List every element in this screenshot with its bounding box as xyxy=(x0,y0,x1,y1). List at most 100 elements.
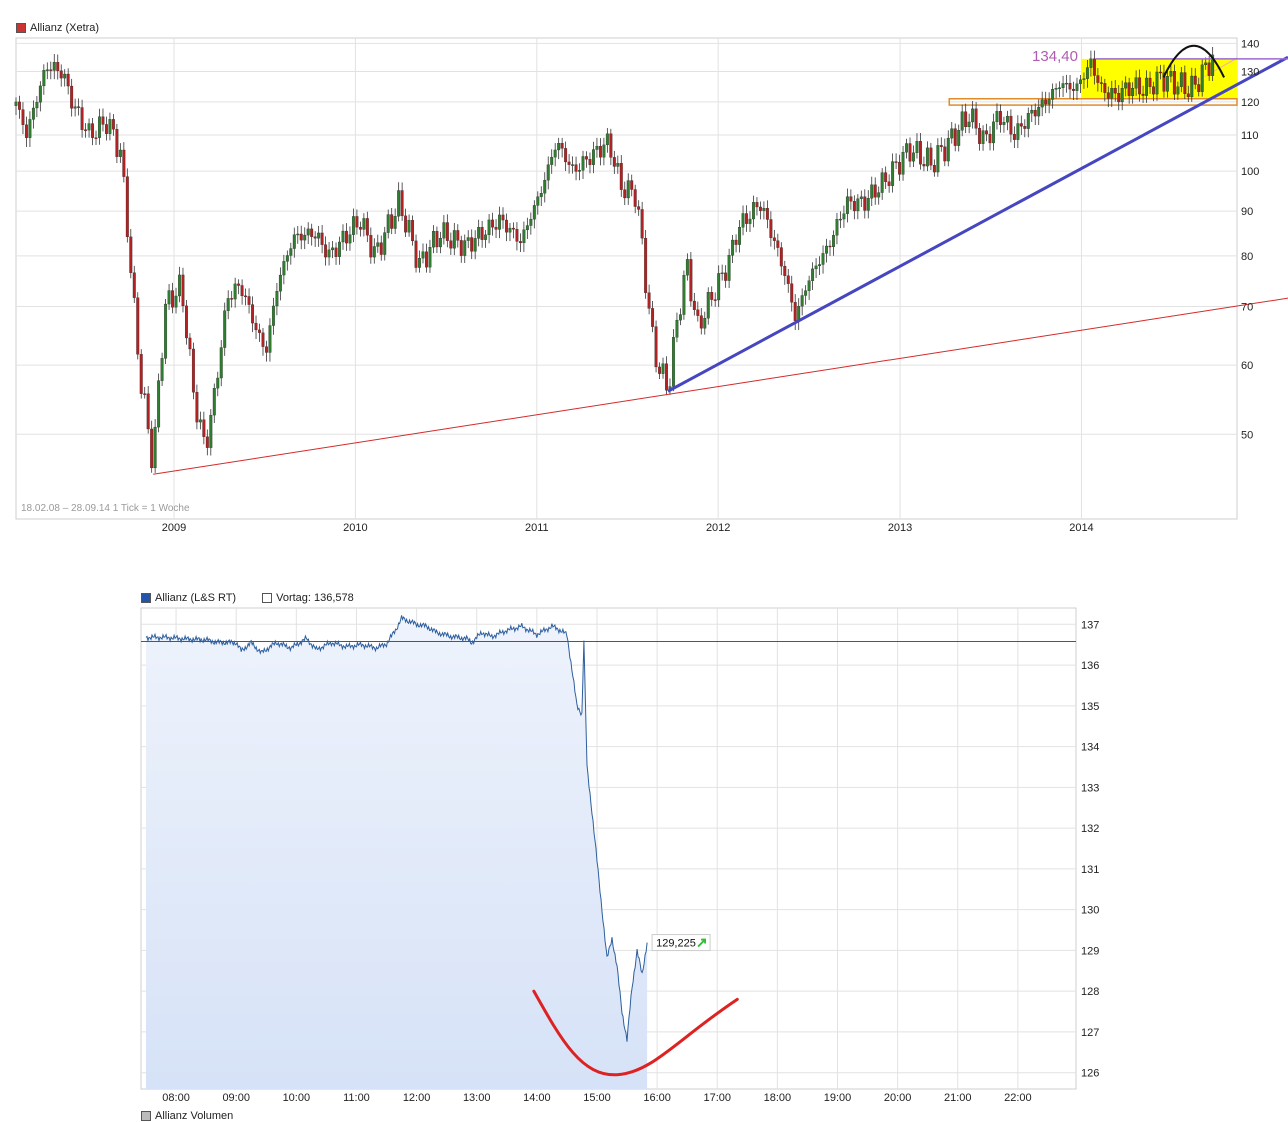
intraday-y-tick-label: 132 xyxy=(1081,823,1099,835)
candle-body xyxy=(546,164,550,181)
candle-body xyxy=(661,363,665,374)
candle-body xyxy=(856,198,860,212)
candle-body xyxy=(1092,58,1096,76)
candle-body xyxy=(682,275,686,315)
weekly-candlestick-chart: 134,40 2009 2010 2011 2012 2013 2014 50 60 70 80 9… xyxy=(14,37,1288,534)
candle-body xyxy=(804,290,808,296)
candle-body xyxy=(678,314,682,321)
candle-body xyxy=(762,208,766,211)
candle-body xyxy=(727,255,731,281)
candle-body xyxy=(1155,71,1159,95)
candle-body xyxy=(268,325,272,353)
candle-body xyxy=(473,238,477,252)
candle-body xyxy=(1072,88,1075,91)
intraday-x-tick-label: 16:00 xyxy=(643,1092,671,1104)
candle-body xyxy=(908,143,912,162)
candle-body xyxy=(870,184,874,199)
candle-body xyxy=(425,251,428,268)
candle-body xyxy=(1134,77,1138,89)
candle-body xyxy=(905,143,908,153)
candle-body xyxy=(31,107,35,120)
candle-body xyxy=(1002,121,1006,125)
candle-body xyxy=(407,220,411,233)
candle-body xyxy=(873,184,877,198)
candle-body xyxy=(1113,88,1117,94)
candle-body xyxy=(428,247,432,268)
candle-body xyxy=(111,119,115,130)
candle-body xyxy=(289,248,293,256)
candle-body xyxy=(1044,99,1048,105)
candle-body xyxy=(449,240,453,249)
candle-body xyxy=(835,219,839,236)
candle-body xyxy=(706,292,710,319)
candle-body xyxy=(438,237,442,248)
candle-body xyxy=(317,232,321,239)
candle-body xyxy=(306,228,310,236)
candle-body xyxy=(978,128,982,144)
candle-body xyxy=(776,240,780,248)
candle-body xyxy=(303,234,307,241)
candle-body xyxy=(327,249,331,258)
main-chart-info: 18.02.08 – 28.09.14 1 Tick = 1 Woche xyxy=(21,503,190,514)
candle-body xyxy=(626,180,630,199)
intraday-x-tick-label: 22:00 xyxy=(1004,1092,1032,1104)
candle-body xyxy=(887,181,891,186)
candle-body xyxy=(372,246,376,258)
intraday-y-tick-label: 130 xyxy=(1081,905,1099,917)
candle-body xyxy=(247,296,251,305)
candle-body xyxy=(261,332,265,347)
candle-body xyxy=(219,347,223,379)
candle-body xyxy=(1145,77,1149,96)
candle-body xyxy=(209,414,213,448)
candle-body xyxy=(59,70,63,79)
candle-body xyxy=(299,233,303,241)
candle-body xyxy=(543,179,547,194)
candle-body xyxy=(800,295,804,307)
candle-body xyxy=(710,292,714,300)
candle-body xyxy=(285,255,289,262)
candle-body xyxy=(331,247,335,251)
candle-body xyxy=(797,306,801,321)
wedge-zone xyxy=(1186,57,1237,87)
main-legend-label: Allianz (Xetra) xyxy=(30,22,100,34)
candle-body xyxy=(66,73,70,87)
candle-body xyxy=(1085,67,1089,79)
candle-body xyxy=(633,189,637,207)
candle-body xyxy=(56,62,60,71)
candle-body xyxy=(379,242,383,255)
candle-body xyxy=(724,272,728,281)
candle-body xyxy=(605,133,609,146)
candle-body xyxy=(758,206,762,211)
candle-body xyxy=(581,156,585,171)
candle-body xyxy=(167,290,171,305)
main-chart-axis-labels: 2009 2010 2011 2012 2013 2014 50 60 70 80 90 100 110… xyxy=(162,38,1260,534)
candle-body xyxy=(745,213,748,224)
candle-body xyxy=(637,206,641,210)
candle-body xyxy=(985,130,988,135)
main-chart-legend: Allianz (Xetra) xyxy=(16,22,99,34)
candle-body xyxy=(1183,72,1187,94)
candle-body xyxy=(143,393,147,395)
candle-body xyxy=(14,101,18,106)
candle-body xyxy=(487,219,491,236)
candle-body xyxy=(807,280,811,291)
candle-body xyxy=(390,214,394,229)
candle-body xyxy=(525,225,529,230)
candle-body xyxy=(49,69,53,71)
candle-body xyxy=(1124,82,1128,89)
candle-body xyxy=(647,292,651,309)
intraday-y-tick-label: 135 xyxy=(1081,701,1099,713)
candle-body xyxy=(654,326,658,368)
candle-body xyxy=(404,215,408,233)
candle-body xyxy=(80,107,84,130)
candle-body xyxy=(1009,115,1013,135)
intraday-x-tick-label: 21:00 xyxy=(944,1092,972,1104)
candle-body xyxy=(400,190,404,217)
candle-body xyxy=(918,141,922,165)
candle-body xyxy=(104,124,108,134)
candle-body xyxy=(713,299,717,301)
candle-body xyxy=(1110,88,1114,99)
candle-body xyxy=(752,202,755,220)
candle-body xyxy=(1040,99,1044,108)
main-chart-grid xyxy=(15,37,1238,520)
